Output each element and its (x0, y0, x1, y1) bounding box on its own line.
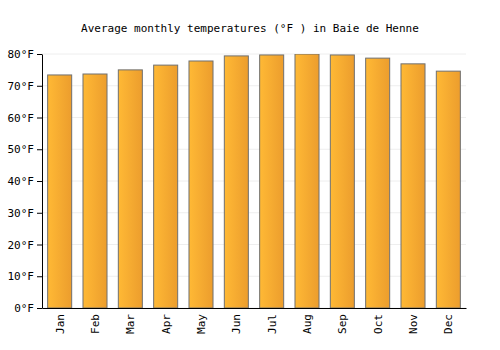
bar (401, 64, 425, 308)
bar (118, 70, 142, 308)
x-tick-label: Feb (89, 314, 102, 334)
plot: 0°F 10°F 20°F 30°F 40°F 50°F 60°F 70°F 80°F Jan Fe… (8, 48, 467, 334)
y-axis-line (42, 55, 43, 309)
x-tick-label: Jun (230, 314, 243, 334)
y-tick-mark (37, 213, 42, 214)
x-tick: Jul (266, 308, 279, 334)
x-tick: Nov (407, 308, 420, 334)
bar (48, 75, 72, 308)
x-axis: Jan Feb Mar Apr May Jun Jul Aug Sep Oct Nov Dec (43, 308, 467, 334)
y-axis: 0°F 10°F 20°F 30°F 40°F 50°F 60°F 70°F 80°F (8, 48, 43, 315)
y-tick-mark (37, 54, 42, 55)
x-axis-line (43, 308, 467, 309)
x-tick-label: Nov (407, 314, 420, 334)
y-tick-mark (37, 181, 42, 182)
y-tick: 70°F (8, 80, 43, 93)
y-tick: 20°F (8, 239, 43, 252)
bar (436, 71, 460, 308)
x-tick-label: Jan (54, 314, 67, 334)
x-tick-label: Dec (442, 314, 455, 334)
x-tick-label: Apr (160, 314, 173, 334)
x-tick-label: May (195, 314, 208, 334)
y-tick: 10°F (8, 270, 43, 283)
y-tick-label: 70°F (8, 80, 35, 93)
y-tick-label: 50°F (8, 143, 35, 156)
y-tick-label: 80°F (8, 48, 35, 61)
y-tick: 80°F (8, 48, 43, 61)
x-tick-label: Aug (301, 314, 314, 334)
x-tick: Feb (89, 308, 102, 334)
y-tick-mark (37, 276, 42, 277)
y-tick-label: 0°F (14, 302, 34, 315)
x-tick-label: Oct (372, 314, 385, 334)
bars (48, 54, 461, 308)
y-tick-mark (37, 245, 42, 246)
x-tick: Mar (124, 308, 137, 334)
y-tick: 40°F (8, 175, 43, 188)
chart: Average monthly temperatures (°F ) in Ba… (0, 0, 500, 350)
y-tick-mark (37, 149, 42, 150)
bar (366, 58, 390, 308)
y-tick-mark (37, 118, 42, 119)
grid (42, 54, 466, 308)
x-tick-label: Jul (266, 314, 279, 334)
x-tick-label: Sep (336, 314, 349, 334)
x-tick: Aug (301, 308, 314, 334)
x-tick: Sep (336, 308, 349, 334)
bar (224, 56, 248, 308)
x-tick: Apr (160, 308, 173, 334)
bar (83, 74, 107, 308)
y-tick: 60°F (8, 112, 43, 125)
y-tick: 30°F (8, 207, 43, 220)
x-tick: Jan (54, 308, 67, 334)
y-tick-label: 30°F (8, 207, 35, 220)
x-tick-label: Mar (124, 314, 137, 334)
y-tick: 0°F (14, 302, 42, 315)
x-tick: Oct (372, 308, 385, 334)
title: Average monthly temperatures (°F ) in Ba… (81, 22, 419, 35)
y-tick-label: 40°F (8, 175, 35, 188)
bar (295, 54, 319, 308)
y-tick-mark (37, 86, 42, 87)
x-tick: Dec (442, 308, 455, 334)
y-tick-label: 20°F (8, 239, 35, 252)
y-tick-label: 10°F (8, 270, 35, 283)
bar (154, 65, 178, 308)
y-tick: 50°F (8, 143, 43, 156)
y-tick-mark (37, 308, 42, 309)
bar (260, 55, 284, 308)
x-tick: Jun (230, 308, 243, 334)
bar (189, 61, 213, 308)
x-tick: May (195, 308, 208, 334)
y-tick-label: 60°F (8, 112, 35, 125)
grid-line (42, 54, 466, 55)
bar (330, 55, 354, 308)
